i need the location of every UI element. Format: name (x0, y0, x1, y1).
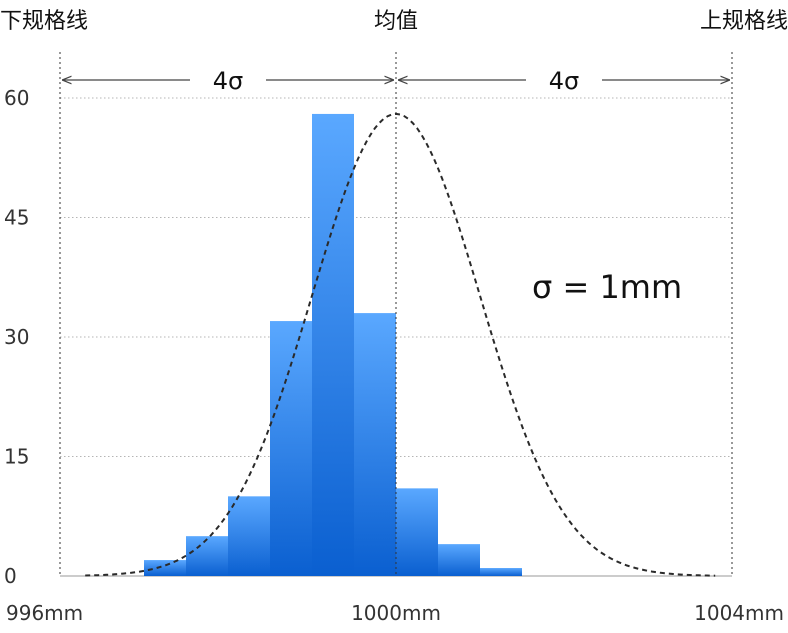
normal-curve-layer (85, 112, 716, 577)
reference-line-label: 均值 (374, 9, 418, 34)
y-tick-label: 0 (4, 564, 17, 588)
reference-line-label: 下规格线 (0, 9, 88, 34)
histogram-bar (144, 560, 186, 576)
x-tick-label: 1000mm (351, 601, 441, 625)
labels: 0 15 30 45 60 下规格线 均值 上规格线 4σ 4σ 996mm 1000mm 1004mm… (0, 9, 788, 625)
y-tick-label: 15 (4, 445, 29, 469)
span-label: 4σ (549, 67, 579, 95)
y-tick-label: 30 (4, 325, 29, 349)
histogram-bar (312, 113, 354, 576)
reference-line-label: 上规格线 (700, 9, 788, 34)
y-tick-label: 45 (4, 206, 29, 230)
bars (144, 113, 522, 576)
histogram-bar (270, 321, 312, 576)
histogram-bar (396, 488, 438, 576)
span-label: 4σ (213, 67, 243, 95)
histogram-bar (438, 544, 480, 576)
histogram-bar (186, 536, 228, 576)
y-tick-label: 60 (4, 86, 29, 110)
sigma-annotation: σ = 1mm (532, 268, 682, 306)
histogram-bar (228, 496, 270, 576)
x-tick-label: 1004mm (694, 601, 784, 625)
normal-curve (85, 112, 716, 577)
reference-lines (59, 52, 733, 576)
histogram-bar (480, 568, 522, 576)
histogram-bar (354, 313, 396, 576)
x-tick-label: 996mm (6, 601, 83, 625)
